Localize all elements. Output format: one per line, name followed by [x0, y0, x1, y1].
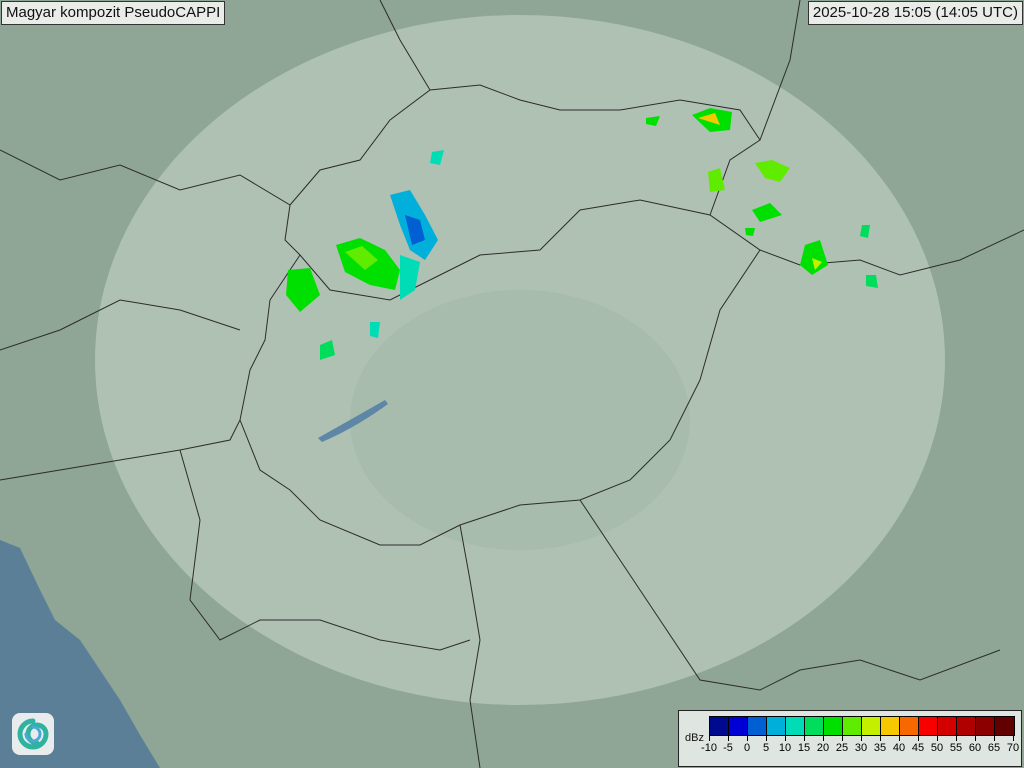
legend-tick — [975, 735, 976, 741]
legend-tick — [880, 735, 881, 741]
legend-swatch — [786, 717, 805, 735]
legend-tick-label: 0 — [743, 742, 751, 754]
legend-tick-label: 35 — [873, 742, 887, 754]
legend-swatch — [710, 717, 729, 735]
legend-tick — [709, 735, 710, 741]
legend-tick — [899, 735, 900, 741]
legend-swatch — [995, 717, 1014, 735]
legend-tick-label: 5 — [762, 742, 770, 754]
legend-tick — [1013, 735, 1014, 741]
legend-tick — [747, 735, 748, 741]
legend-tick — [785, 735, 786, 741]
legend-tick — [766, 735, 767, 741]
legend-ticks: -10 -5 0 5 10 15 20 25 30 35 40 45 50 55 60 65 70 — [701, 735, 1019, 765]
legend-tick-label: 70 — [1006, 742, 1020, 754]
legend-tick-label: 15 — [797, 742, 811, 754]
legend-tick — [804, 735, 805, 741]
legend-tick — [823, 735, 824, 741]
legend-swatch — [900, 717, 919, 735]
timestamp: 2025-10-28 15:05 (14:05 UTC) — [807, 1, 1023, 25]
legend-tick-label: 60 — [968, 742, 982, 754]
legend-swatch — [881, 717, 900, 735]
legend-tick — [956, 735, 957, 741]
legend-tick — [861, 735, 862, 741]
legend-swatch — [938, 717, 957, 735]
lake-balaton — [318, 400, 388, 442]
legend-swatch — [976, 717, 995, 735]
legend-swatch — [824, 717, 843, 735]
swirl-logo-icon — [12, 713, 54, 755]
product-title: Magyar kompozit PseudoCAPPI — [1, 1, 226, 25]
legend-swatch — [919, 717, 938, 735]
legend-swatch — [805, 717, 824, 735]
legend-tick — [918, 735, 919, 741]
legend-tick — [937, 735, 938, 741]
legend-tick — [728, 735, 729, 741]
legend-tick-label: 45 — [911, 742, 925, 754]
legend-unit-label: dBz — [685, 732, 704, 744]
legend-tick-label: 55 — [949, 742, 963, 754]
legend-tick-label: 10 — [778, 742, 792, 754]
legend-tick-label: -5 — [723, 742, 733, 754]
legend-swatch — [862, 717, 881, 735]
legend-tick-label: 50 — [930, 742, 944, 754]
legend-swatch — [767, 717, 786, 735]
legend-tick-label: -10 — [701, 742, 717, 754]
legend-tick — [842, 735, 843, 741]
legend-swatch — [729, 717, 748, 735]
legend-tick-label: 20 — [816, 742, 830, 754]
legend-color-bar — [709, 716, 1015, 736]
legend-tick-label: 25 — [835, 742, 849, 754]
legend-swatch — [748, 717, 767, 735]
dbz-color-legend: dBz -10 -5 0 5 10 15 20 25 30 35 40 45 50 55 60 65 70 — [678, 710, 1022, 767]
legend-tick — [994, 735, 995, 741]
legend-tick-label: 40 — [892, 742, 906, 754]
legend-tick-label: 30 — [854, 742, 868, 754]
legend-tick-label: 65 — [987, 742, 1001, 754]
radar-echoes — [286, 108, 878, 360]
legend-swatch — [843, 717, 862, 735]
hungary-lowland — [350, 290, 690, 550]
adriatic-sea — [0, 540, 160, 768]
legend-swatch — [957, 717, 976, 735]
